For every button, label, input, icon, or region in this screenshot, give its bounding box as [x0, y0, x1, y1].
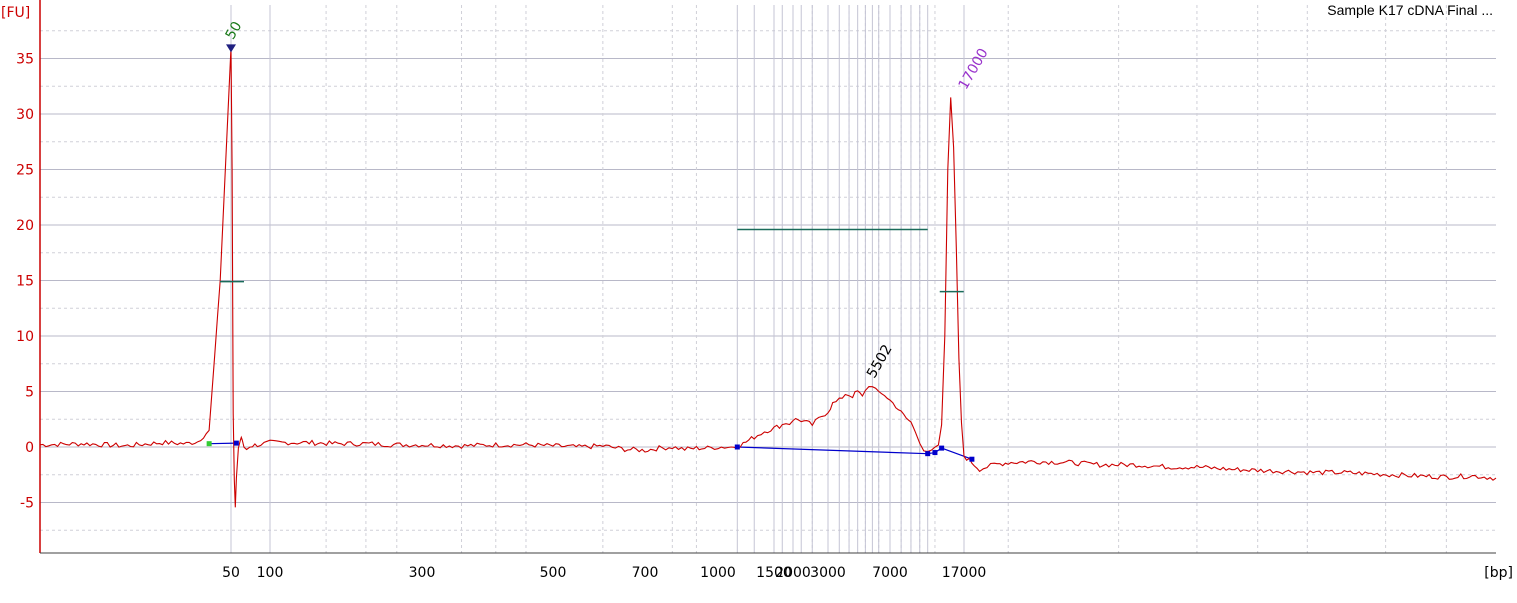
y-tick-label: 0 [25, 440, 34, 456]
x-tick-label: 1000 [700, 565, 736, 581]
x-axis-label: [bp] [1484, 565, 1513, 581]
y-tick-label: 20 [16, 218, 34, 234]
x-tick-label: 1500 [756, 565, 792, 581]
sample-title: Sample K17 cDNA Final ... [1327, 2, 1493, 18]
x-tick-label: 7000 [872, 565, 908, 581]
y-tick-label: 10 [16, 329, 34, 345]
baseline-marker [233, 440, 239, 446]
y-tick-label: 35 [16, 52, 34, 68]
y-tick-label: 30 [16, 107, 34, 123]
y-axis-label: [FU] [1, 5, 30, 21]
baseline-marker [939, 445, 945, 451]
peak-label: 5502 [864, 342, 896, 381]
y-tick-label: -5 [20, 496, 34, 512]
x-tick-label: 2000 [775, 565, 811, 581]
baseline-marker [734, 444, 740, 450]
peak-label: 17000 [956, 46, 992, 93]
x-tick-label: 3000 [810, 565, 846, 581]
baseline-marker [932, 450, 938, 456]
x-tick-label: 17000 [942, 565, 987, 581]
baseline-marker [969, 456, 975, 462]
x-tick-label: 500 [540, 565, 567, 581]
x-tick-label: 700 [632, 565, 659, 581]
y-tick-label: 25 [16, 163, 34, 179]
x-tick-label: 100 [257, 565, 284, 581]
peak-start-marker [206, 441, 212, 447]
baseline-line [209, 442, 237, 445]
x-tick-label: 50 [222, 565, 240, 581]
peak-label: 50 [223, 19, 246, 42]
baseline-marker [925, 451, 931, 457]
y-tick-label: 5 [25, 385, 34, 401]
x-tick-label: 300 [409, 565, 436, 581]
y-tick-label: 15 [16, 274, 34, 290]
lower-marker-triangle [226, 44, 236, 53]
fluorescence-trace [39, 47, 1497, 508]
